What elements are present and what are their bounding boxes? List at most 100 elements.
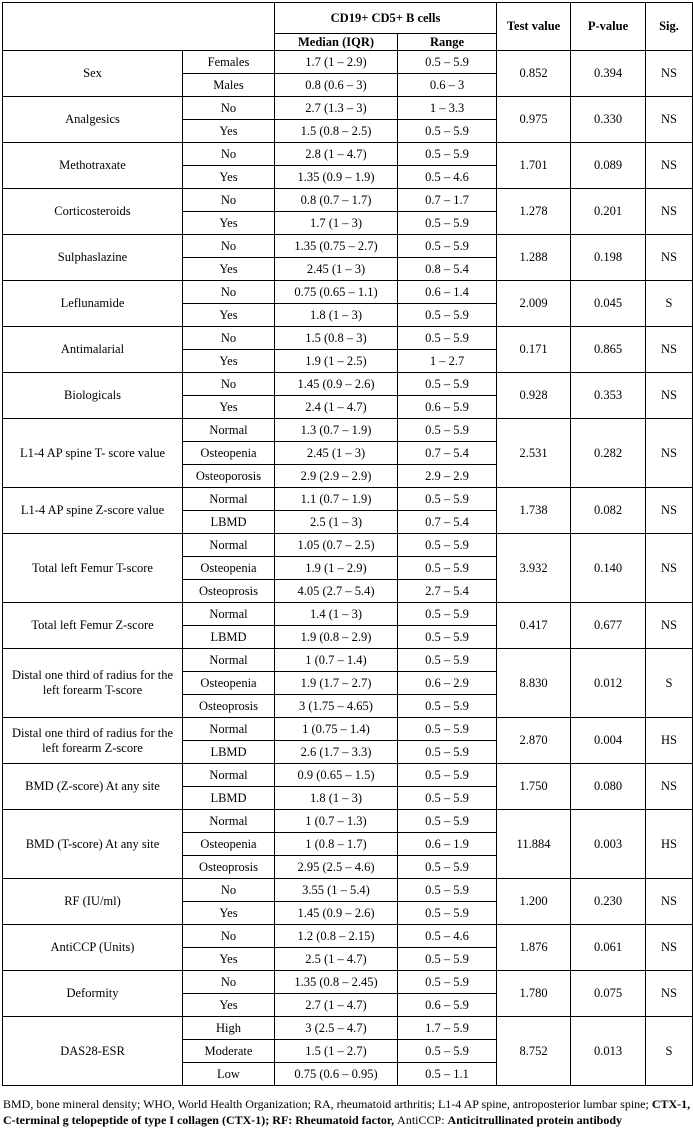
test-value-cell: 8.830	[496, 648, 572, 718]
table-row: Leflunamide No 0.75 (0.65 – 1.1) 0.6 – 1.4 2…	[2, 280, 693, 327]
median-header: Median (IQR)	[274, 33, 398, 51]
variable-cell: RF (IU/ml)	[2, 878, 183, 925]
median-cell: 0.75 (0.6 – 0.95)	[274, 1062, 398, 1086]
sig-cell: NS	[645, 50, 693, 97]
range-cell: 0.5 – 5.9	[396, 418, 498, 442]
p-value-cell: 0.330	[570, 96, 647, 143]
table-body: Sex Females 1.7 (1 – 2.9) 0.5 – 5.9 0.852 0.3…	[2, 50, 693, 1086]
table-row: Osteopenia 2.45 (1 – 3) 0.7 – 5.4	[3, 441, 693, 465]
median-cell: 1.9 (0.8 – 2.9)	[274, 625, 398, 649]
range-cell: 0.5 – 5.9	[396, 326, 498, 350]
variable-cell: DAS28-ESR	[2, 1016, 183, 1086]
median-cell: 1.35 (0.75 – 2.7)	[274, 234, 398, 258]
median-cell: 1 (0.8 – 1.7)	[274, 832, 398, 856]
sig-cell: S	[645, 648, 693, 718]
p-value-cell: 0.045	[570, 280, 647, 327]
level-cell: LBMD	[182, 740, 275, 764]
variable-cell: Total left Femur Z-score	[2, 602, 183, 649]
level-cell: LBMD	[182, 510, 275, 534]
range-cell: 0.5 – 5.9	[396, 487, 498, 511]
median-cell: 1.8 (1 – 3)	[274, 786, 398, 810]
level-cell: LBMD	[182, 625, 275, 649]
sig-cell: NS	[645, 96, 693, 143]
variable-cell: BMD (Z-score) At any site	[2, 763, 183, 810]
empty-header-cell	[2, 2, 275, 51]
sig-cell: NS	[645, 487, 693, 534]
median-cell: 1.35 (0.8 – 2.45)	[274, 970, 398, 994]
p-value-cell: 0.082	[570, 487, 647, 534]
level-cell: Yes	[182, 395, 275, 419]
range-cell: 0.8 – 5.4	[396, 257, 498, 281]
test-value-cell: 0.417	[496, 602, 572, 649]
level-cell: LBMD	[182, 786, 275, 810]
level-cell: Normal	[182, 533, 275, 557]
variable-cell: Biologicals	[2, 372, 183, 419]
median-cell: 2.4 (1 – 4.7)	[274, 395, 398, 419]
range-cell: 2.9 – 2.9	[396, 464, 498, 488]
median-cell: 2.6 (1.7 – 3.3)	[274, 740, 398, 764]
p-value-cell: 0.677	[570, 602, 647, 649]
level-cell: Females	[182, 50, 275, 74]
test-value-cell: 2.531	[496, 418, 572, 488]
median-cell: 1.45 (0.9 – 2.6)	[274, 901, 398, 925]
table-row: Sulphaslazine No 1.35 (0.75 – 2.7) 0.5 – 5.…	[2, 234, 693, 281]
sig-cell: NS	[645, 924, 693, 971]
sig-cell: S	[645, 1016, 693, 1086]
median-cell: 2.5 (1 – 4.7)	[274, 947, 398, 971]
median-cell: 2.8 (1 – 4.7)	[274, 142, 398, 166]
range-cell: 0.5 – 5.9	[396, 740, 498, 764]
table-row: Yes 2.5 (1 – 4.7) 0.5 – 5.9	[3, 947, 693, 971]
p-value-cell: 0.075	[570, 970, 647, 1017]
table-row: Sex Females 1.7 (1 – 2.9) 0.5 – 5.9 0.852 0.3…	[2, 50, 693, 97]
table-row: Yes 1.7 (1 – 3) 0.5 – 5.9	[3, 211, 693, 235]
range-cell: 0.5 – 5.9	[396, 602, 498, 626]
range-cell: 1 – 2.7	[396, 349, 498, 373]
median-cell: 0.8 (0.7 – 1.7)	[274, 188, 398, 212]
level-cell: Osteoporosis	[182, 464, 275, 488]
variable-cell: L1-4 AP spine T- score value	[2, 418, 183, 488]
median-cell: 3.55 (1 – 5.4)	[274, 878, 398, 902]
table-row: Deformity No 1.35 (0.8 – 2.45) 0.5 – 5.9 1.7…	[2, 970, 693, 1017]
group-header: CD19+ CD5+ B cells	[273, 2, 498, 34]
level-cell: Normal	[182, 418, 275, 442]
table-row: Osteopenia 1.9 (1.7 – 2.7) 0.6 – 2.9	[3, 671, 693, 695]
median-cell: 1.3 (0.7 – 1.9)	[274, 418, 398, 442]
median-cell: 0.8 (0.6 – 3)	[274, 73, 398, 97]
sig-cell: NS	[645, 763, 693, 810]
table-row: Osteoporosis 2.9 (2.9 – 2.9) 2.9 – 2.9	[3, 464, 693, 488]
level-cell: No	[182, 188, 275, 212]
median-cell: 1.7 (1 – 2.9)	[274, 50, 398, 74]
test-value-cell: 11.884	[496, 809, 572, 879]
median-cell: 2.45 (1 – 3)	[274, 441, 398, 465]
sig-cell: NS	[645, 188, 693, 235]
median-cell: 1.5 (0.8 – 2.5)	[274, 119, 398, 143]
footnote-segment: AntiCCP:	[397, 1113, 448, 1127]
sig-cell: NS	[645, 234, 693, 281]
level-cell: Normal	[182, 602, 275, 626]
table-row: Yes 1.5 (0.8 – 2.5) 0.5 – 5.9	[3, 119, 693, 143]
level-cell: Yes	[182, 303, 275, 327]
level-cell: Yes	[182, 211, 275, 235]
median-cell: 1 (0.7 – 1.3)	[274, 809, 398, 833]
median-cell: 1.5 (1 – 2.7)	[274, 1039, 398, 1063]
table-row: Total left Femur Z-score Normal 1.4 (1 – 3…	[2, 602, 693, 649]
sig-cell: S	[645, 280, 693, 327]
level-cell: No	[182, 924, 275, 948]
level-cell: Yes	[182, 947, 275, 971]
test-value-cell: 1.780	[496, 970, 572, 1017]
level-cell: Osteoprosis	[182, 694, 275, 718]
results-table: CD19+ CD5+ B cells Test value P-value Si…	[2, 2, 693, 1086]
level-cell: Moderate	[182, 1039, 275, 1063]
level-cell: Yes	[182, 257, 275, 281]
test-value-cell: 2.870	[496, 717, 572, 764]
test-value-cell: 0.852	[496, 50, 572, 97]
range-cell: 0.5 – 5.9	[396, 855, 498, 879]
p-value-cell: 0.004	[570, 717, 647, 764]
table-row: Osteoprosis 3 (1.75 – 4.65) 0.5 – 5.9	[3, 694, 693, 718]
range-cell: 0.5 – 5.9	[396, 717, 498, 741]
range-cell: 0.5 – 5.9	[396, 119, 498, 143]
p-value-cell: 0.003	[570, 809, 647, 879]
table-row: L1-4 AP spine Z-score value Normal 1.1 (0.…	[2, 487, 693, 534]
table-row: Yes 1.9 (1 – 2.5) 1 – 2.7	[3, 349, 693, 373]
median-cell: 1.9 (1.7 – 2.7)	[274, 671, 398, 695]
